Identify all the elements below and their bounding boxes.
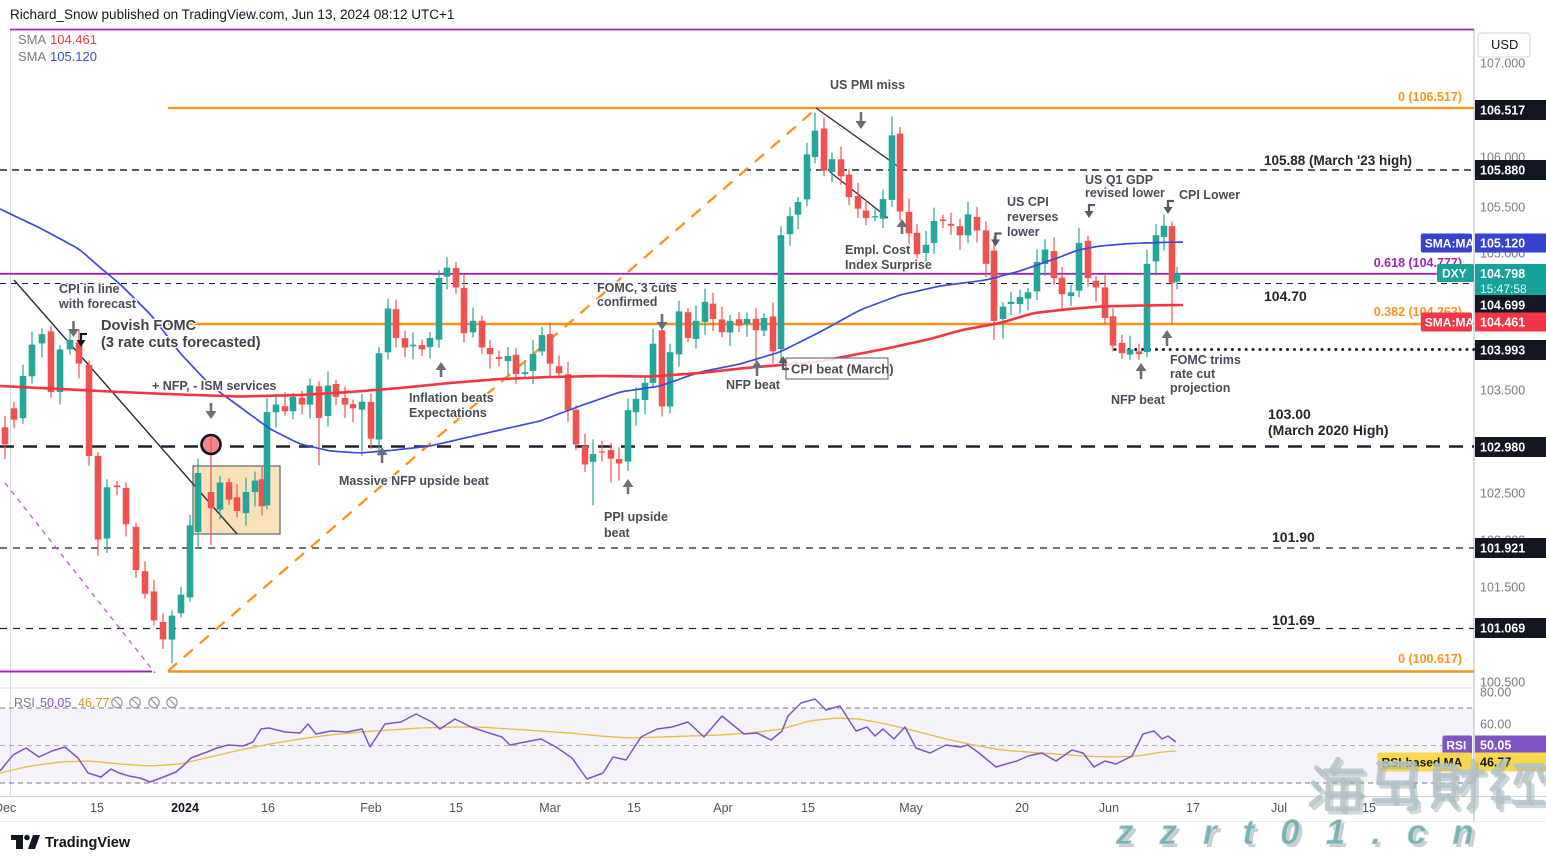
svg-text:104.699: 104.699 — [1480, 299, 1525, 313]
svg-text:105.880: 105.880 — [1480, 164, 1525, 178]
svg-text:DXY: DXY — [1442, 267, 1467, 281]
svg-text:Richard_Snow published on Trad: Richard_Snow published on TradingView.co… — [10, 7, 454, 22]
svg-text:with forecast: with forecast — [58, 297, 137, 311]
svg-text:106.517: 106.517 — [1480, 104, 1525, 118]
svg-text:Empl. Cost: Empl. Cost — [845, 243, 911, 257]
svg-text:zzrt01.cn: zzrt01.cn — [1115, 813, 1500, 852]
svg-text:TradingView: TradingView — [45, 835, 131, 851]
svg-text:15: 15 — [449, 801, 463, 815]
svg-text:17: 17 — [1186, 801, 1200, 815]
svg-text:US CPI: US CPI — [1007, 195, 1049, 209]
svg-text:105.500: 105.500 — [1480, 201, 1525, 215]
svg-text:101.069: 101.069 — [1480, 622, 1525, 636]
svg-text:50.05: 50.05 — [1480, 739, 1511, 753]
svg-text:0 (106.517): 0 (106.517) — [1398, 90, 1462, 104]
svg-text:NFP beat: NFP beat — [1111, 393, 1166, 407]
svg-text:60.00: 60.00 — [1480, 718, 1511, 732]
svg-text:CPI Lower: CPI Lower — [1179, 188, 1240, 202]
svg-text:SMA: SMA — [18, 32, 47, 47]
svg-text:lower: lower — [1007, 225, 1040, 239]
svg-text:Inflation beats: Inflation beats — [409, 391, 494, 405]
svg-text:Jun: Jun — [1099, 801, 1119, 815]
svg-text:15: 15 — [1362, 801, 1376, 815]
svg-text:+ NFP, - ISM services: + NFP, - ISM services — [152, 379, 277, 393]
svg-text:NFP beat: NFP beat — [726, 378, 781, 392]
svg-text:104.461: 104.461 — [1480, 316, 1525, 330]
svg-text:PPI upside: PPI upside — [604, 510, 668, 524]
svg-text:101.921: 101.921 — [1480, 542, 1525, 556]
svg-text:revised lower: revised lower — [1085, 186, 1165, 200]
svg-text:15: 15 — [90, 801, 104, 815]
svg-text:Jul: Jul — [1271, 801, 1287, 815]
svg-text:USD: USD — [1491, 37, 1518, 52]
svg-text:15:47:58: 15:47:58 — [1480, 282, 1527, 296]
svg-text:Massive NFP upside beat: Massive NFP upside beat — [339, 474, 490, 488]
svg-text:Expectations: Expectations — [409, 406, 487, 420]
svg-text:Dec: Dec — [0, 801, 16, 815]
svg-text:US PMI miss: US PMI miss — [830, 78, 905, 92]
svg-text:16: 16 — [261, 801, 275, 815]
svg-text:104.70: 104.70 — [1264, 288, 1307, 304]
svg-text:2024: 2024 — [171, 801, 199, 815]
svg-text:(March 2020 High): (March 2020 High) — [1268, 422, 1389, 438]
svg-text:rate cut: rate cut — [1170, 367, 1216, 381]
svg-text:103.500: 103.500 — [1480, 384, 1525, 398]
svg-text:104.461: 104.461 — [50, 32, 97, 47]
svg-text:102.500: 102.500 — [1480, 487, 1525, 501]
svg-text:US Q1 GDP: US Q1 GDP — [1085, 173, 1153, 187]
svg-text:SMA:MA: SMA:MA — [1425, 316, 1475, 330]
svg-text:80.00: 80.00 — [1480, 686, 1511, 700]
svg-text:Dovish FOMC: Dovish FOMC — [101, 318, 197, 334]
svg-text:CPI beat (March): CPI beat (March) — [791, 362, 894, 377]
svg-text:0 (100.617): 0 (100.617) — [1398, 652, 1462, 666]
svg-text:15: 15 — [801, 801, 815, 815]
svg-text:beat: beat — [604, 526, 631, 540]
svg-text:105.88 (March '23 high): 105.88 (March '23 high) — [1264, 153, 1412, 168]
svg-text:SMA: SMA — [18, 49, 47, 64]
svg-text:CPI in line: CPI in line — [59, 282, 119, 296]
svg-text:Mar: Mar — [539, 801, 561, 815]
svg-text:May: May — [899, 801, 923, 815]
svg-text:101.69: 101.69 — [1272, 612, 1315, 628]
svg-text:101.500: 101.500 — [1480, 581, 1525, 595]
svg-text:Apr: Apr — [713, 801, 732, 815]
svg-text:zzrt01.cn: zzrt01.cn — [1118, 816, 1503, 855]
svg-text:(3 rate cuts forecasted): (3 rate cuts forecasted) — [101, 335, 261, 351]
svg-text:50.05: 50.05 — [40, 696, 71, 710]
svg-text:20: 20 — [1015, 801, 1029, 815]
svg-text:RSI: RSI — [14, 696, 35, 710]
svg-text:100.500: 100.500 — [1480, 676, 1525, 690]
svg-text:Feb: Feb — [360, 801, 382, 815]
svg-text:105.120: 105.120 — [50, 49, 97, 64]
svg-text:107.000: 107.000 — [1480, 57, 1525, 71]
svg-text:101.90: 101.90 — [1272, 529, 1315, 545]
svg-text:15: 15 — [627, 801, 641, 815]
svg-text:46.77: 46.77 — [78, 696, 109, 710]
svg-text:104.798: 104.798 — [1480, 267, 1525, 281]
svg-text:Index Surprise: Index Surprise — [845, 258, 932, 272]
svg-text:SMA:MA: SMA:MA — [1425, 237, 1475, 251]
svg-text:103.993: 103.993 — [1480, 344, 1525, 358]
svg-text:FOMC trims: FOMC trims — [1170, 353, 1241, 367]
svg-text:projection: projection — [1170, 381, 1230, 395]
svg-text:RSI: RSI — [1446, 739, 1466, 753]
svg-text:105.120: 105.120 — [1480, 237, 1525, 251]
svg-text:FOMC, 3 cuts: FOMC, 3 cuts — [597, 281, 677, 295]
svg-text:102.980: 102.980 — [1480, 441, 1525, 455]
svg-text:confirmed: confirmed — [597, 295, 657, 309]
svg-text:reverses: reverses — [1007, 210, 1058, 224]
svg-text:103.00: 103.00 — [1268, 406, 1311, 422]
